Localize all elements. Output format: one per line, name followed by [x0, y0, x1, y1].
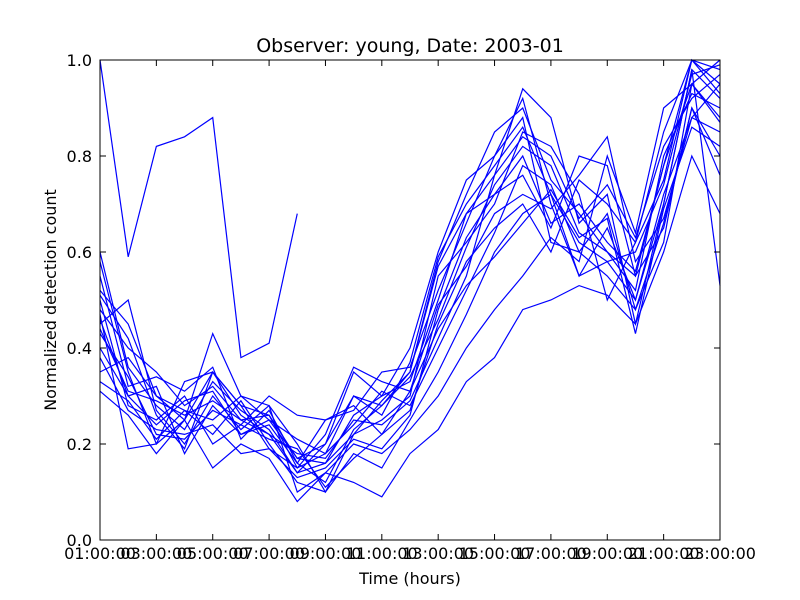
data-line	[99, 83, 721, 493]
x-tick-label: 07:00:00	[233, 544, 305, 563]
data-line	[99, 59, 298, 359]
chart-title: Observer: young, Date: 2003-01	[256, 35, 564, 57]
x-tick-label: 23:00:00	[684, 544, 756, 563]
x-tick-label: 13:00:00	[402, 544, 474, 563]
data-line	[99, 116, 721, 493]
x-tick-label: 21:00:00	[628, 544, 700, 563]
data-line	[99, 92, 721, 484]
x-tick-label: 15:00:00	[459, 544, 531, 563]
y-tick-label: 0.8	[67, 147, 92, 166]
plot-frame	[99, 59, 721, 541]
data-line	[99, 58, 721, 494]
y-tick-label: 0.0	[67, 531, 92, 550]
y-axis-label: Normalized detection count	[41, 189, 60, 411]
x-tick-label: 03:00:00	[120, 544, 192, 563]
x-tick-label: 17:00:00	[515, 544, 587, 563]
y-tick-label: 0.4	[67, 339, 92, 358]
x-tick-label: 19:00:00	[571, 544, 643, 563]
x-tick-label: 05:00:00	[177, 544, 249, 563]
data-line	[99, 59, 721, 465]
x-tick-label: 01:00:00	[64, 544, 136, 563]
y-tick-label: 1.0	[67, 51, 92, 70]
x-tick-label: 11:00:00	[346, 544, 418, 563]
data-line	[99, 58, 721, 479]
data-line	[99, 106, 721, 455]
x-axis-label: Time (hours)	[358, 569, 461, 588]
x-tick-label: 09:00:00	[290, 544, 362, 563]
data-line	[99, 69, 721, 503]
data-line	[99, 73, 721, 464]
data-line	[99, 126, 721, 469]
y-tick-label: 0.2	[67, 435, 92, 454]
y-tick-label: 0.6	[67, 243, 92, 262]
